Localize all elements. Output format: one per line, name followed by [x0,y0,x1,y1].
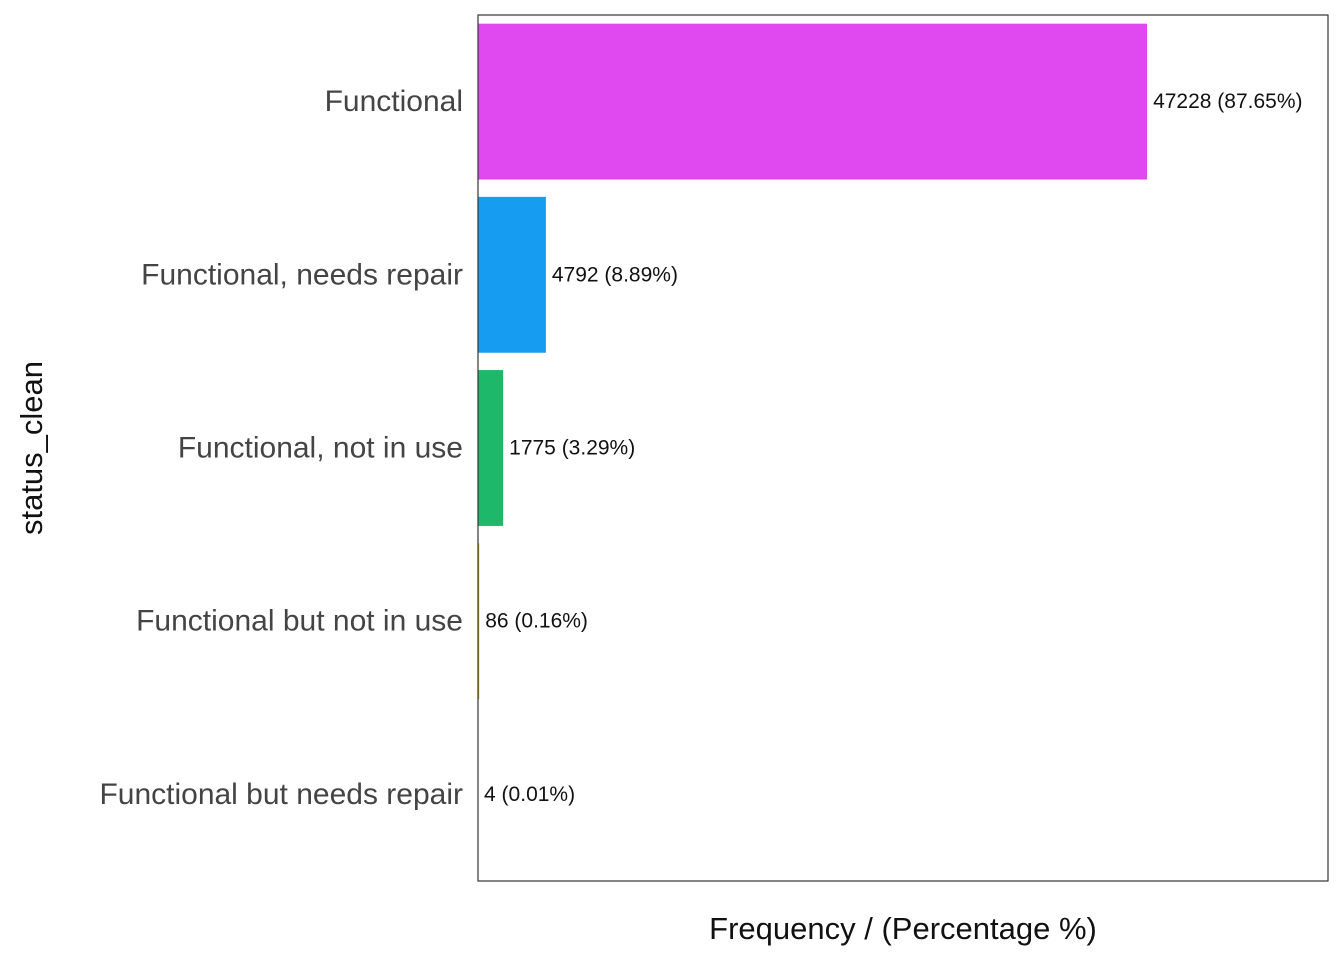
plot-panel-border [477,14,1329,882]
bars-layer [478,23,1148,873]
bar [478,196,546,353]
category-label: Functional, needs repair [141,258,463,291]
category-label: Functional [325,85,463,118]
category-label: Functional, not in use [178,432,463,465]
bar [478,370,504,526]
data-labels-layer: 47228 (87.65%) 4792 (8.89%) 1775 (3.29%) 86… [484,90,1302,806]
bar [478,23,1148,180]
category-label: Functional but not in use [136,605,463,638]
y-axis-title: status_clean [14,361,49,535]
data-label: 4 (0.01%) [484,783,575,806]
bar [478,543,480,700]
category-labels-layer: Functional Functional, needs repair Functi… [99,85,463,811]
data-label: 47228 (87.65%) [1153,90,1302,113]
data-label: 1775 (3.29%) [509,437,635,460]
data-label: 86 (0.16%) [485,610,588,633]
category-label: Functional but needs repair [99,778,463,811]
x-axis-title: Frequency / (Percentage %) [709,911,1097,946]
data-label: 4792 (8.89%) [552,263,678,286]
